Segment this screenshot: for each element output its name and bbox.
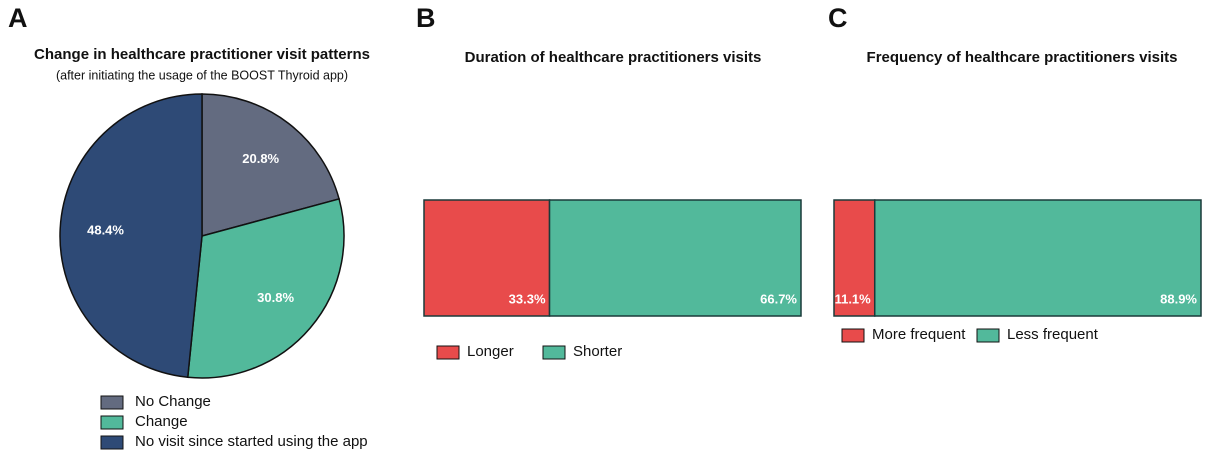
value-label: 33.3% — [509, 291, 546, 306]
value-label: 20.8% — [242, 151, 279, 166]
legend-label: Longer — [467, 343, 514, 360]
bar-segment — [873, 199, 1202, 317]
legend-label: No visit since started using the app — [135, 433, 368, 450]
pie-slice — [201, 93, 341, 237]
legend-swatch — [841, 328, 865, 343]
value-label: 30.8% — [257, 290, 294, 305]
legend-label: Change — [135, 413, 188, 430]
chart-title: Change in healthcare practitioner visit … — [34, 46, 370, 63]
value-label: 48.4% — [87, 223, 124, 238]
panel-letter: B — [416, 3, 436, 33]
panel-letter: A — [8, 3, 28, 33]
legend-swatch — [976, 328, 1000, 343]
legend-label: No Change — [135, 393, 211, 410]
pie-slice — [59, 93, 203, 379]
legend-swatch — [436, 345, 460, 360]
legend-swatch — [100, 415, 124, 430]
chart-title: Duration of healthcare practitioners vis… — [465, 49, 762, 66]
legend-label: Less frequent — [1007, 326, 1099, 343]
legend-swatch — [100, 435, 124, 450]
chart-title: Frequency of healthcare practitioners vi… — [867, 49, 1178, 66]
chart-subtitle: (after initiating the usage of the BOOST… — [56, 68, 348, 82]
pie-slice — [186, 198, 345, 379]
bar-segment — [548, 199, 802, 317]
legend-label: More frequent — [872, 326, 966, 343]
legend-swatch — [542, 345, 566, 360]
bar-segment — [423, 199, 551, 317]
legend-label: Shorter — [573, 343, 622, 360]
value-label: 88.9% — [1160, 291, 1197, 306]
value-label: 66.7% — [760, 291, 797, 306]
bar-segment — [833, 199, 876, 317]
value-label: 11.1% — [835, 291, 872, 306]
legend-swatch — [100, 395, 124, 410]
panel-letter: C — [828, 3, 848, 33]
